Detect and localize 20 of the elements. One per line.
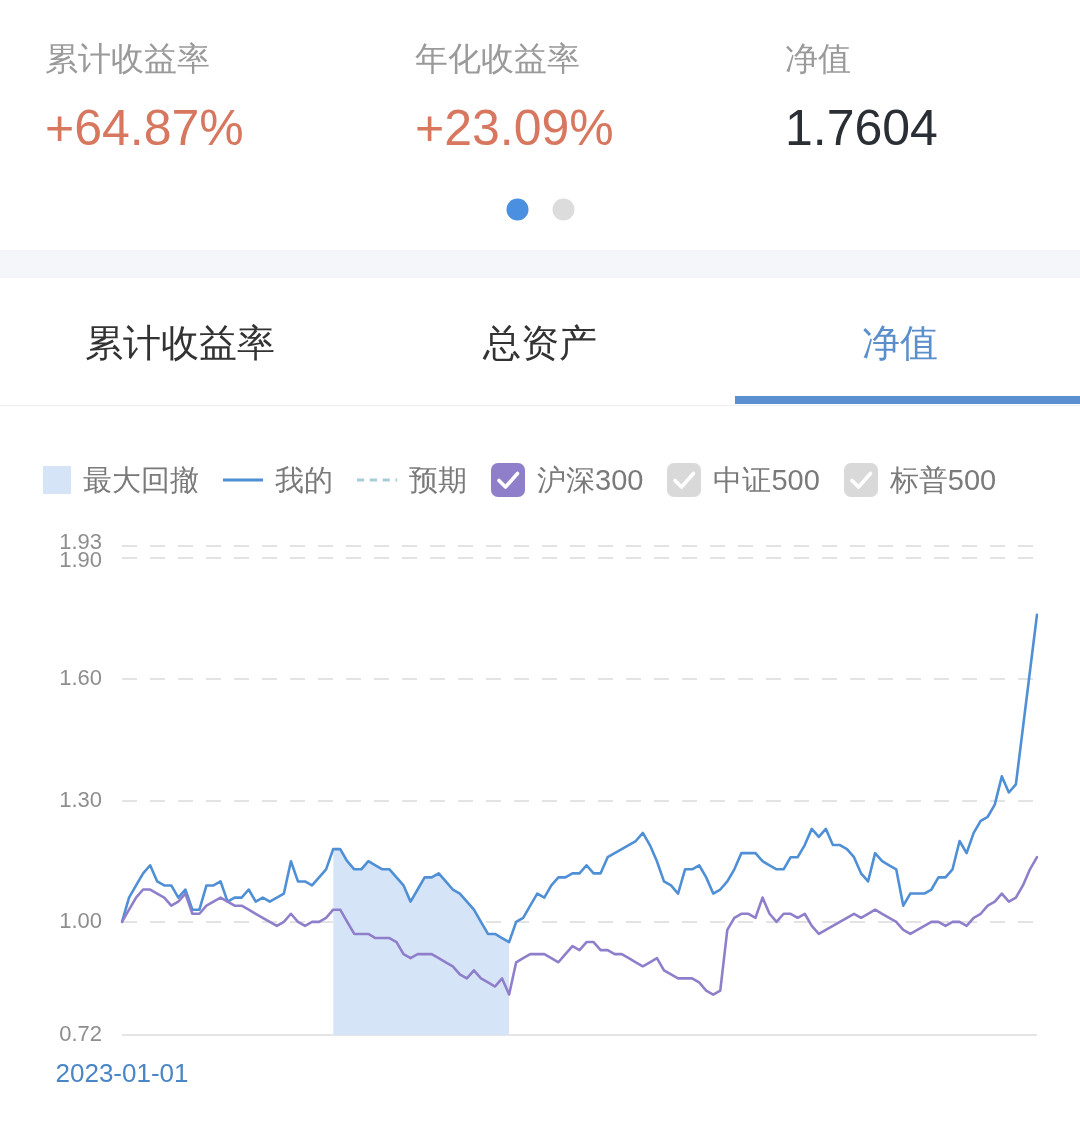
- legend-label: 沪深300: [537, 463, 644, 498]
- text: 净值: [862, 321, 938, 366]
- text: +64.87%: [45, 99, 244, 157]
- text: 总资产: [483, 321, 597, 366]
- legend-label: 预期: [409, 463, 467, 498]
- text: 累计收益率: [45, 39, 211, 79]
- legend-label: 中证500: [713, 463, 820, 498]
- x-tick-label: 2023-01-01: [55, 1058, 189, 1089]
- y-tick-label: 1.00: [59, 907, 102, 933]
- y-tick-label: 0.72: [59, 1021, 102, 1047]
- text: 净值: [785, 39, 852, 79]
- text: +23.09%: [415, 99, 614, 157]
- y-tick-label: 1.60: [59, 665, 102, 691]
- legend-label: 最大回撤: [83, 463, 199, 498]
- legend-label: 我的: [275, 463, 333, 498]
- y-tick-label: 1.30: [59, 786, 102, 812]
- text: 1.7604: [785, 99, 938, 157]
- text: 年化收益率: [415, 39, 581, 79]
- text: 累计收益率: [85, 321, 275, 366]
- legend-label: 标普500: [889, 463, 997, 498]
